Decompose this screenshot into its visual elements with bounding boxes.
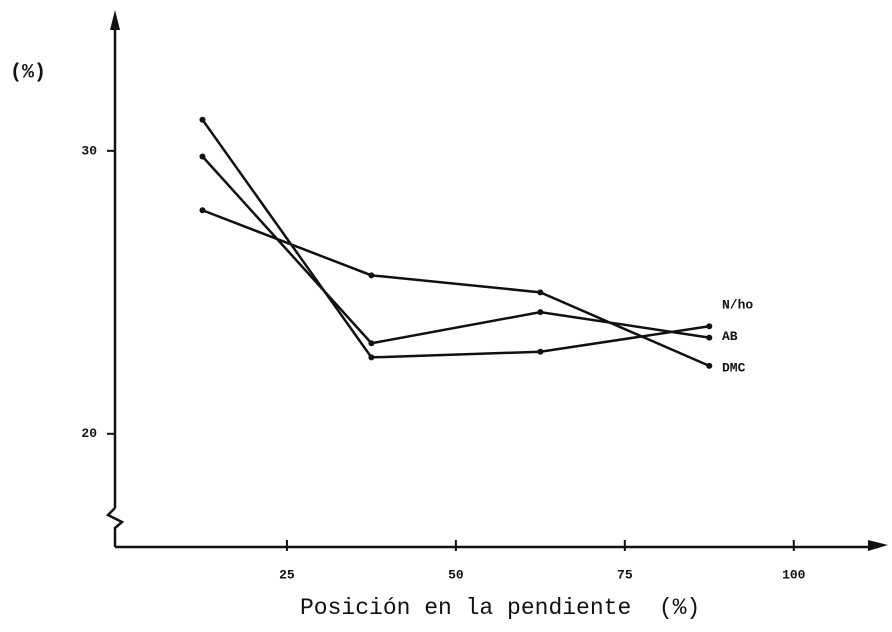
axes: [105, 20, 878, 549]
series-label: DMC: [722, 360, 746, 375]
data-point: [706, 362, 713, 369]
y-axis-label: (%): [10, 61, 46, 84]
data-point: [199, 207, 206, 214]
x-axis-label: Posición en la pendiente (%): [300, 595, 700, 621]
series-line: [201, 155, 710, 345]
data-point: [537, 309, 544, 316]
data-point: [199, 116, 206, 123]
data-point: [368, 354, 375, 361]
x-tick-label: 100: [782, 567, 806, 582]
data-point: [368, 272, 375, 279]
x-arrow: [868, 540, 888, 551]
series-line: [202, 209, 710, 368]
data-point: [706, 323, 713, 330]
series-label: N/ho: [722, 297, 753, 312]
x-tick-label: 75: [617, 567, 633, 582]
x-tick-label: 50: [448, 567, 464, 582]
data-point: [368, 340, 375, 347]
y-tick-label: 30: [81, 143, 97, 158]
series-line: [201, 118, 710, 359]
data-point: [537, 289, 544, 296]
data-point: [706, 334, 713, 341]
data-point: [199, 153, 206, 160]
series-label: AB: [722, 329, 738, 344]
y-arrow: [110, 10, 120, 30]
data-point: [537, 348, 544, 355]
y-tick-label: 20: [81, 426, 97, 441]
axis-break: [105, 507, 125, 547]
x-tick-label: 25: [279, 567, 295, 582]
